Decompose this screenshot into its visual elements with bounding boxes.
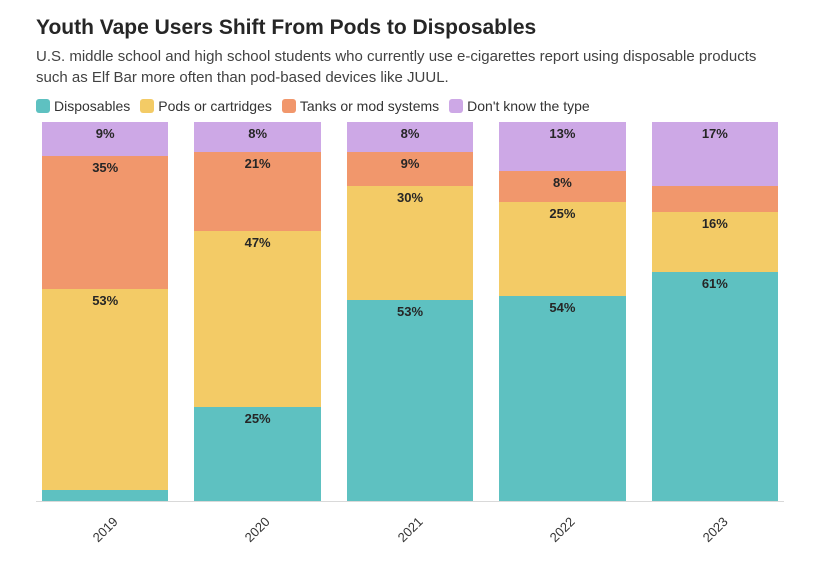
segment-dontknow: 8% xyxy=(194,122,320,152)
legend-label: Disposables xyxy=(54,98,130,114)
swatch-tanks xyxy=(282,99,296,113)
segment-pods: 47% xyxy=(194,231,320,407)
bar-2021: 53% 30% 9% 8% xyxy=(347,122,473,501)
segment-value-label: 53% xyxy=(92,293,118,308)
segment-dontknow: 13% xyxy=(499,122,625,171)
segment-value-label: 8% xyxy=(401,126,420,141)
legend-item-tanks: Tanks or mod systems xyxy=(282,98,439,114)
bar-2020: 25% 47% 21% 8% xyxy=(194,122,320,501)
swatch-dontknow xyxy=(449,99,463,113)
segment-tanks xyxy=(652,186,778,212)
swatch-pods xyxy=(140,99,154,113)
segment-value-label: 47% xyxy=(245,235,271,250)
segment-disposables: 61% xyxy=(652,272,778,501)
segment-value-label: 53% xyxy=(397,304,423,319)
segment-value-label: 54% xyxy=(549,300,575,315)
segment-value-label: 8% xyxy=(248,126,267,141)
legend-label: Don't know the type xyxy=(467,98,590,114)
legend-label: Tanks or mod systems xyxy=(300,98,439,114)
segment-value-label: 21% xyxy=(245,156,271,171)
plot-area: 53% 35% 9% 25% 47% 21% 8% 53% 30% 9% 8% 54% 25% 8% 13%… xyxy=(36,122,784,502)
segment-value-label: 13% xyxy=(549,126,575,141)
bar-2022: 54% 25% 8% 13% xyxy=(499,122,625,501)
legend-item-dontknow: Don't know the type xyxy=(449,98,590,114)
segment-value-label: 9% xyxy=(401,156,420,171)
segment-value-label: 17% xyxy=(702,126,728,141)
legend-item-disposables: Disposables xyxy=(36,98,130,114)
segment-tanks: 35% xyxy=(42,156,168,289)
segment-value-label: 30% xyxy=(397,190,423,205)
segment-dontknow: 17% xyxy=(652,122,778,186)
segment-value-label: 25% xyxy=(549,206,575,221)
segment-value-label: 9% xyxy=(96,126,115,141)
segment-disposables: 54% xyxy=(499,296,625,501)
chart-title: Youth Vape Users Shift From Pods to Disp… xyxy=(36,16,784,40)
swatch-disposables xyxy=(36,99,50,113)
segment-pods: 25% xyxy=(499,202,625,297)
segment-value-label: 8% xyxy=(553,175,572,190)
segment-pods: 16% xyxy=(652,212,778,272)
segment-disposables: 53% xyxy=(347,300,473,501)
bar-2023: 61% 16% 17% xyxy=(652,122,778,501)
chart-subtitle: U.S. middle school and high school stude… xyxy=(36,46,784,88)
segment-value-label: 35% xyxy=(92,160,118,175)
segment-tanks: 21% xyxy=(194,152,320,231)
segment-value-label: 16% xyxy=(702,216,728,231)
segment-tanks: 8% xyxy=(499,171,625,201)
segment-dontknow: 8% xyxy=(347,122,473,152)
legend-item-pods: Pods or cartridges xyxy=(140,98,272,114)
bar-2019: 53% 35% 9% xyxy=(42,122,168,501)
segment-tanks: 9% xyxy=(347,152,473,186)
segment-value-label: 61% xyxy=(702,276,728,291)
x-axis: 20192020202120222023 xyxy=(36,522,784,537)
legend-label: Pods or cartridges xyxy=(158,98,272,114)
segment-pods: 53% xyxy=(42,289,168,490)
segment-pods: 30% xyxy=(347,186,473,300)
chart-container: Youth Vape Users Shift From Pods to Disp… xyxy=(0,0,820,537)
segment-dontknow: 9% xyxy=(42,122,168,156)
legend: Disposables Pods or cartridges Tanks or … xyxy=(36,98,784,114)
segment-value-label: 25% xyxy=(245,411,271,426)
